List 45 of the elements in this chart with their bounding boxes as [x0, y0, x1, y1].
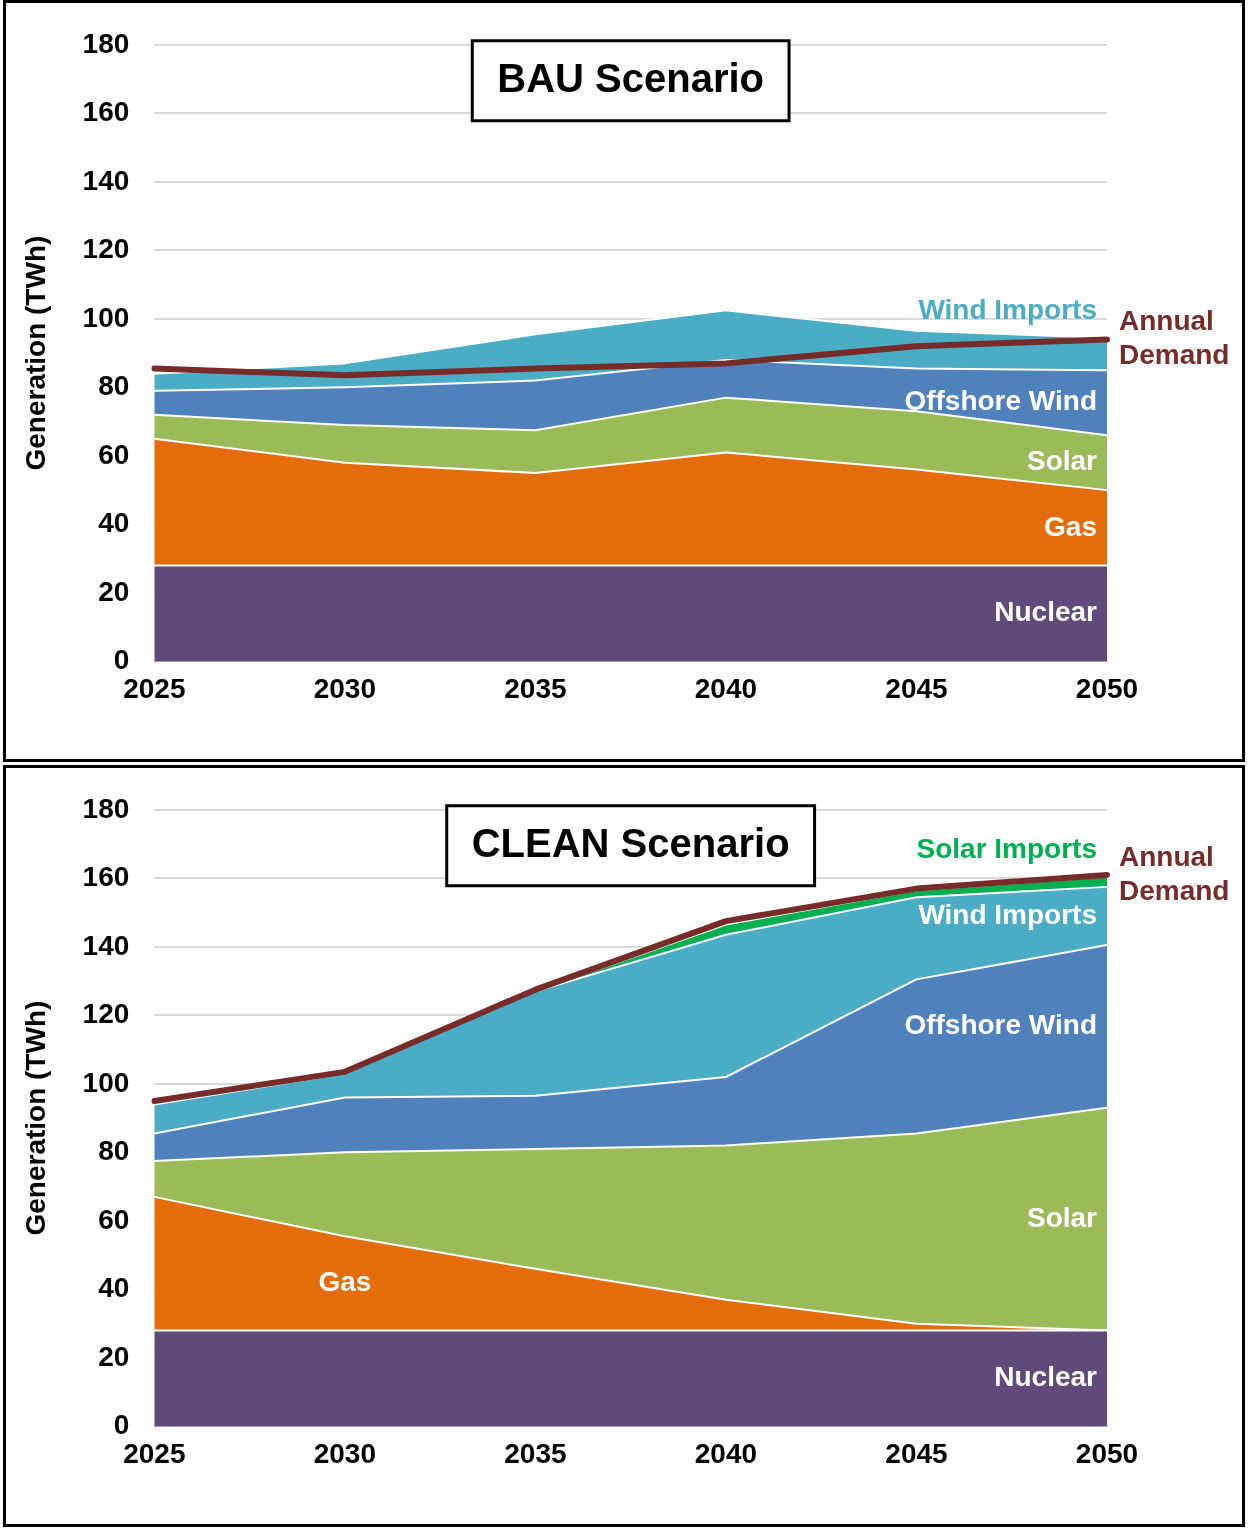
- y-tick-label: 160: [82, 96, 130, 128]
- y-tick-label: 120: [82, 998, 130, 1030]
- x-tick-label: 2050: [1075, 672, 1139, 704]
- y-tick-label: 180: [82, 792, 130, 824]
- x-tick-label: 2045: [885, 1437, 948, 1469]
- x-tick-label: 2040: [694, 672, 758, 704]
- chart-title: BAU Scenario: [497, 55, 765, 100]
- chart-title: CLEAN Scenario: [471, 820, 790, 865]
- series-label: Gas: [1044, 510, 1097, 542]
- y-tick-label: 100: [82, 1066, 130, 1098]
- x-tick-label: 2035: [504, 1437, 567, 1469]
- y-tick-label: 140: [82, 929, 130, 961]
- series-label: Solar: [1026, 1201, 1098, 1233]
- y-tick-label: 140: [82, 164, 130, 196]
- y-tick-label: 20: [98, 575, 130, 607]
- series-label: Annual Demand: [1119, 305, 1230, 371]
- y-tick-label: 120: [82, 233, 130, 265]
- series-label: Gas: [318, 1266, 372, 1298]
- series-label: Solar Imports: [916, 833, 1097, 865]
- x-tick-label: 2040: [694, 1437, 758, 1469]
- x-tick-label: 2030: [313, 672, 376, 704]
- x-tick-label: 2045: [885, 672, 948, 704]
- y-tick-label: 60: [98, 438, 130, 470]
- y-tick-label: 40: [98, 507, 130, 539]
- series-label: Nuclear: [994, 1361, 1098, 1393]
- x-tick-label: 2050: [1075, 1437, 1139, 1469]
- y-tick-label: 160: [82, 861, 130, 893]
- series-label: Wind Imports: [918, 294, 1097, 326]
- series-label: Offshore Wind: [904, 1009, 1097, 1041]
- series-label: Wind Imports: [918, 898, 1097, 930]
- x-tick-label: 2035: [504, 672, 567, 704]
- y-tick-label: 80: [98, 370, 130, 402]
- x-tick-label: 2030: [313, 1437, 376, 1469]
- y-tick-label: 80: [98, 1135, 130, 1167]
- y-tick-label: 100: [82, 301, 130, 333]
- y-tick-label: 180: [82, 27, 130, 59]
- series-label: Annual Demand: [1119, 840, 1230, 906]
- series-label: Nuclear: [994, 596, 1098, 628]
- y-tick-label: 60: [98, 1203, 130, 1235]
- series-label: Offshore Wind: [904, 385, 1097, 417]
- y-axis-title: Generation (TWh): [19, 235, 51, 471]
- y-axis-title: Generation (TWh): [19, 1000, 51, 1236]
- y-tick-label: 20: [98, 1340, 130, 1372]
- y-tick-label: 40: [98, 1272, 130, 1304]
- series-label: Solar: [1026, 445, 1098, 477]
